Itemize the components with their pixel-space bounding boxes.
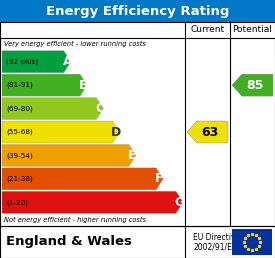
Text: Potential: Potential [233,26,273,35]
Text: C: C [95,102,104,115]
Text: (69-80): (69-80) [6,105,33,112]
Text: (92 plus): (92 plus) [6,59,38,65]
Polygon shape [2,74,87,96]
Bar [0,0,275,22]
Text: (21-38): (21-38) [6,176,33,182]
Text: (1-20): (1-20) [6,199,28,206]
Text: F: F [155,172,164,185]
Text: B: B [79,79,88,92]
Text: Not energy efficient - higher running costs: Not energy efficient - higher running co… [4,217,146,223]
Polygon shape [2,51,71,73]
Text: 63: 63 [201,125,219,139]
Text: EU Directive: EU Directive [193,232,240,241]
Polygon shape [2,121,120,143]
Text: Current: Current [190,26,225,35]
Text: Very energy efficient - lower running costs: Very energy efficient - lower running co… [4,41,146,47]
Polygon shape [2,191,183,213]
Text: G: G [174,196,185,209]
Polygon shape [2,144,136,166]
Bar [0,22,275,226]
Polygon shape [232,74,273,96]
Text: England & Wales: England & Wales [6,236,132,248]
Text: (55-68): (55-68) [6,129,33,135]
Bar [232,229,272,255]
Text: 2002/91/EC: 2002/91/EC [193,243,237,252]
Text: Energy Efficiency Rating: Energy Efficiency Rating [46,4,229,18]
Polygon shape [187,121,228,143]
Text: 85: 85 [246,79,264,92]
Text: (39-54): (39-54) [6,152,33,159]
Polygon shape [2,98,103,119]
Text: D: D [111,125,121,139]
Text: A: A [62,55,72,68]
Text: (81-91): (81-91) [6,82,33,88]
Text: E: E [128,149,137,162]
Polygon shape [2,168,163,190]
